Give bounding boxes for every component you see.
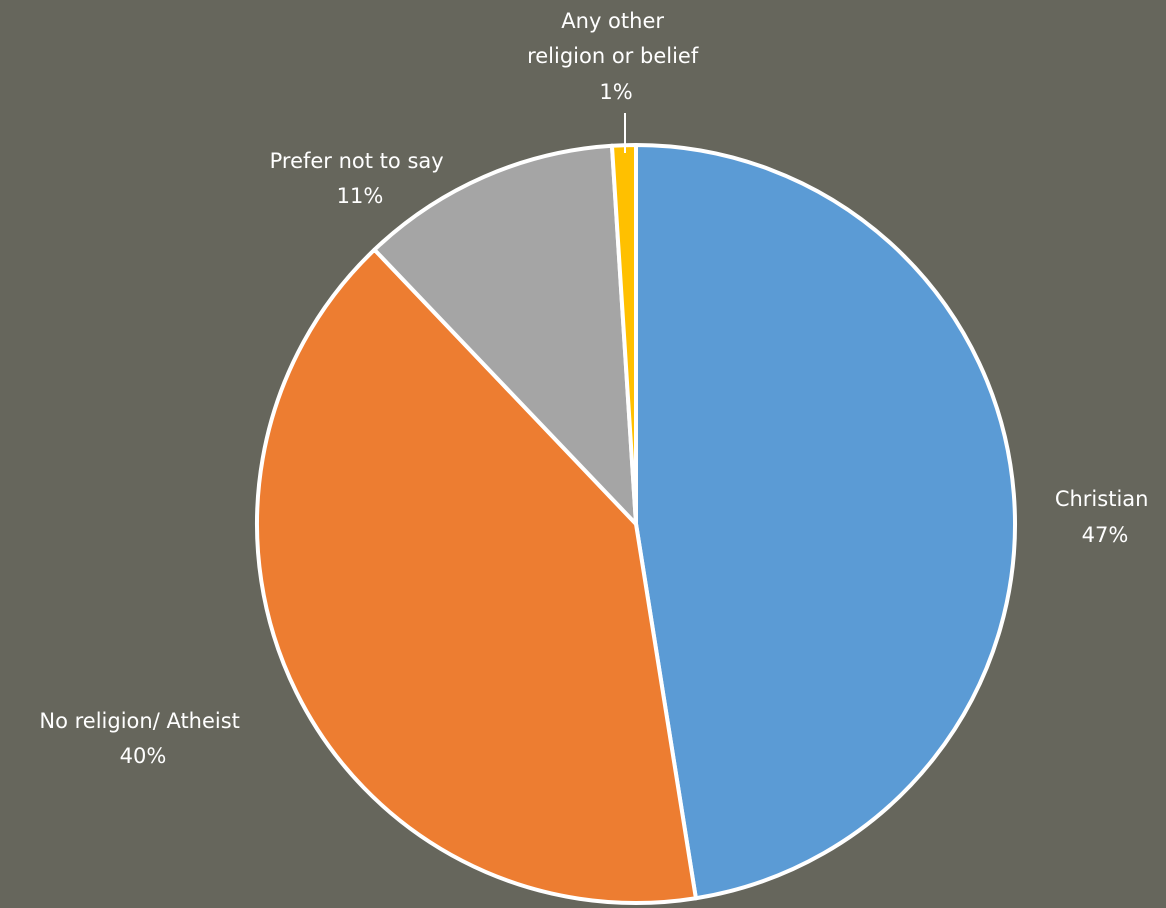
category-label-other-line1: Any other [561,9,664,33]
category-label-no-religion: No religion/ Atheist [39,709,240,733]
slice-label-prefer-not-to-say: Prefer not to say 11% [270,149,451,208]
value-label-christian: 47% [1082,523,1129,547]
value-label-prefer-not-to-say: 11% [337,184,384,208]
slice-no-religion [254,247,698,905]
slice-label-christian: Christian 47% [1055,487,1155,547]
category-label-other-line2: religion or belief [527,44,699,68]
category-label-christian: Christian [1055,487,1149,511]
slice-prefer-not-to-say [372,143,638,526]
value-label-other: 1% [599,80,632,104]
category-label-prefer-not-to-say: Prefer not to say [270,149,444,173]
slice-christian [634,143,1017,901]
pie-slices [254,142,1017,905]
slice-other [609,142,638,526]
slice-label-other: Any other religion or belief 1% [527,9,705,104]
value-label-no-religion: 40% [120,744,167,768]
slice-label-no-religion: No religion/ Atheist 40% [39,709,246,768]
